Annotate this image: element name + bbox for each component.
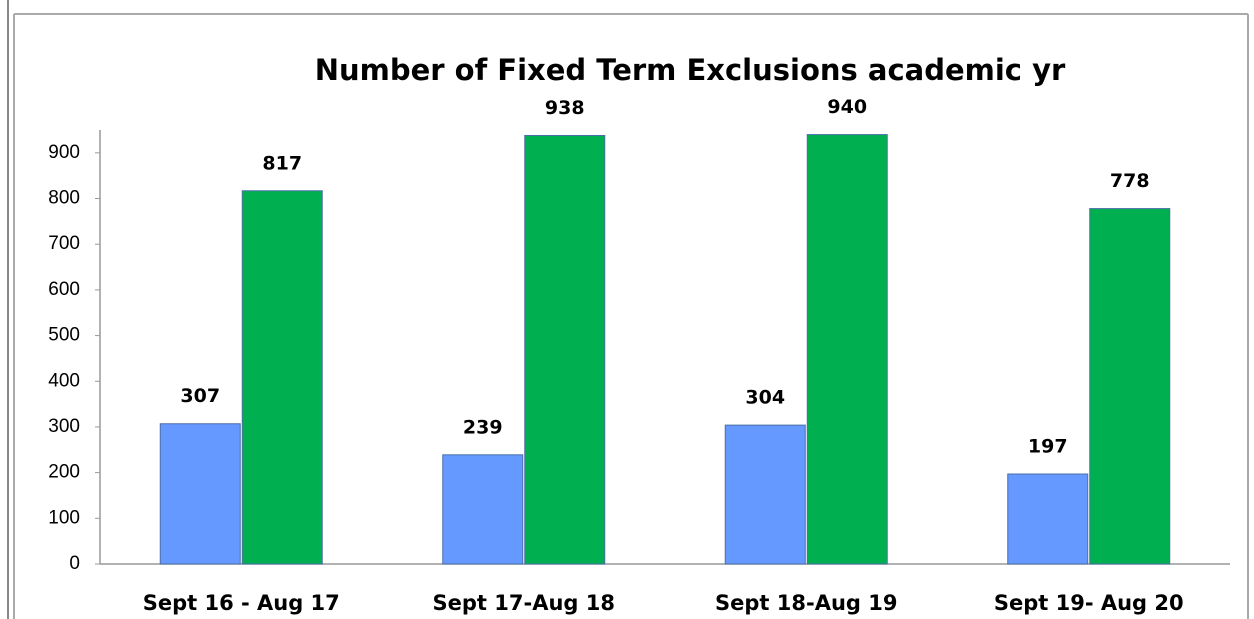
x-tick-label: Sept 19- Aug 20 (994, 591, 1184, 615)
y-tick-label: 300 (48, 416, 80, 437)
bar (1089, 208, 1171, 565)
y-tick-label: 200 (48, 462, 80, 483)
data-label: 817 (262, 152, 302, 174)
y-tick-label: 0 (69, 553, 80, 574)
data-label: 938 (545, 97, 585, 119)
y-tick-label: 800 (48, 188, 80, 209)
bar (159, 423, 241, 565)
chart-title: Number of Fixed Term Exclusions academic… (315, 53, 1066, 87)
bar (724, 424, 806, 565)
y-tick-label: 900 (48, 142, 80, 163)
bar (524, 134, 606, 565)
data-label: 304 (745, 387, 785, 409)
data-label: 197 (1028, 436, 1068, 458)
bar (806, 134, 888, 565)
y-tick-label: 700 (48, 233, 80, 254)
data-label: 778 (1110, 170, 1150, 192)
bar (442, 454, 524, 565)
y-tick-label: 400 (48, 370, 80, 391)
x-tick-label: Sept 16 - Aug 17 (143, 591, 340, 615)
y-tick-label: 100 (48, 507, 80, 528)
x-tick-label: Sept 18-Aug 19 (715, 591, 897, 615)
bar (241, 190, 323, 565)
y-tick-label: 600 (48, 279, 80, 300)
data-label: 940 (827, 96, 867, 118)
data-label: 307 (180, 385, 220, 407)
data-label: 239 (463, 416, 503, 438)
x-tick-label: Sept 17-Aug 18 (433, 591, 615, 615)
bar (1007, 473, 1089, 565)
y-tick-label: 500 (48, 325, 80, 346)
